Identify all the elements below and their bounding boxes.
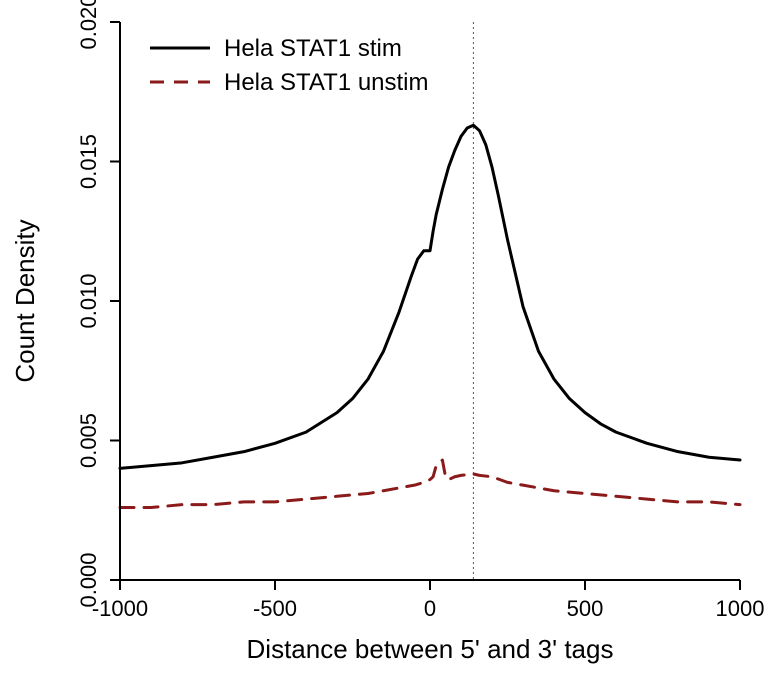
x-tick-label: -500 [253,596,297,621]
series-stim [120,125,740,468]
x-tick-label: 0 [424,596,436,621]
x-axis-title: Distance between 5' and 3' tags [247,634,614,664]
series-unstim [120,460,740,507]
legend-label: Hela STAT1 unstim [224,69,429,96]
density-chart: -1000-500050010000.0000.0050.0100.0150.0… [0,0,768,697]
legend-label: Hela STAT1 stim [224,35,402,62]
x-tick-label: 1000 [716,596,765,621]
y-tick-label: 0.015 [76,134,101,189]
y-tick-label: 0.000 [76,552,101,607]
y-axis-title: Count Density [10,219,40,382]
y-tick-label: 0.005 [76,413,101,468]
y-tick-label: 0.010 [76,273,101,328]
y-tick-label: 0.020 [76,0,101,50]
x-tick-label: 500 [567,596,604,621]
